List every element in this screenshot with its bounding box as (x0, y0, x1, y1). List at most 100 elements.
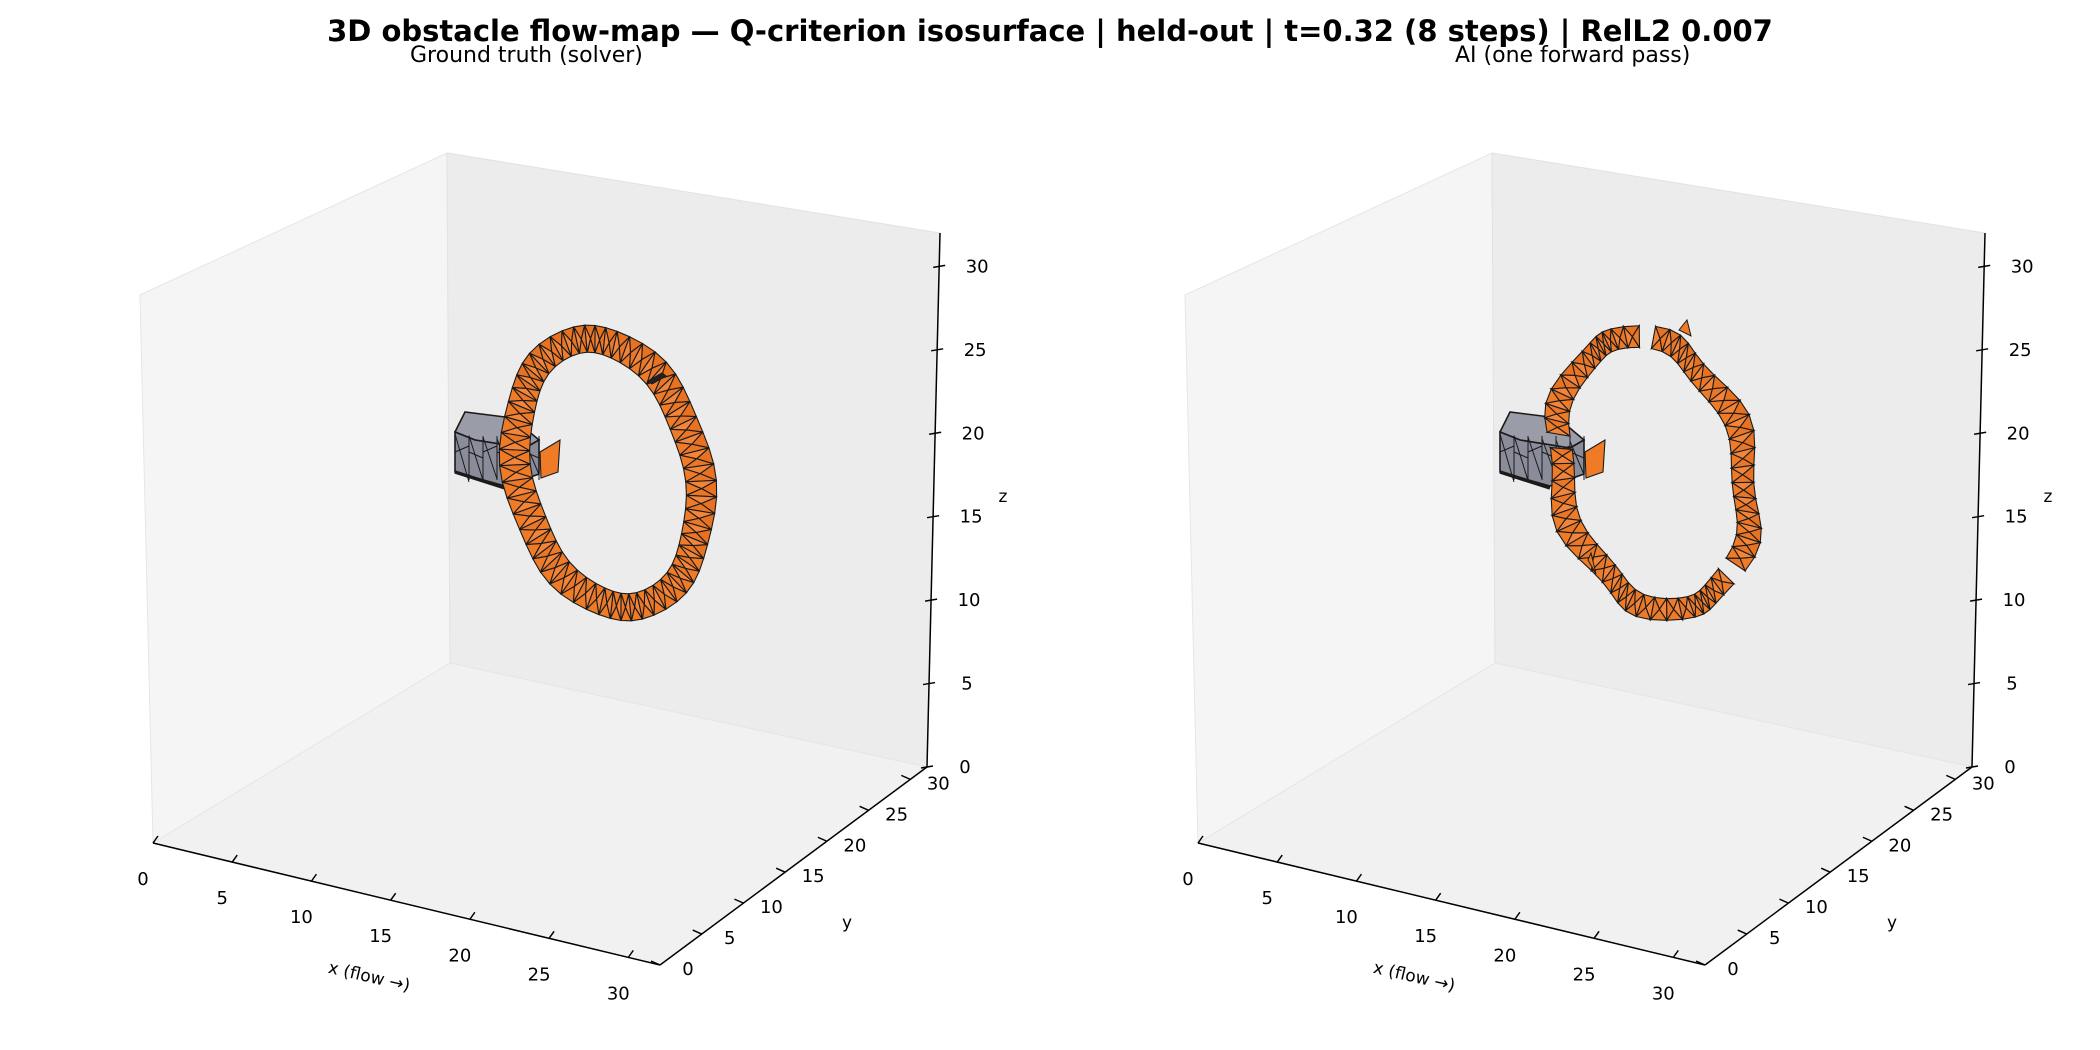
gt-x-tick-mark-6 (627, 949, 634, 958)
gt-z-tick-label-0: 0 (959, 757, 970, 778)
ai-x-tick-label-2: 10 (1335, 907, 1358, 928)
gt-z-tick-mark-6 (933, 264, 946, 269)
ai-x-tick-label-3: 15 (1414, 926, 1437, 947)
gt-z-tick-mark-3 (926, 514, 940, 519)
ai-x-tick-label-6: 30 (1652, 983, 1675, 1004)
panel-title-ai: AI (one forward pass) (1455, 43, 1691, 68)
gt-x-tick-label-6: 30 (607, 983, 630, 1004)
ai-z-tick-mark-5 (1976, 348, 1989, 352)
ai-y-tick-label-4: 20 (1888, 835, 1911, 856)
ai-x-tick-label-5: 25 (1573, 964, 1596, 985)
gt-y-axis-line (659, 766, 928, 966)
ai-z-tick-label-0: 0 (2004, 757, 2015, 778)
ai-x-tick-mark-0 (1197, 835, 1204, 844)
gt-y-axis-label: y (842, 913, 852, 933)
ai-y-tick-mark-1 (1737, 929, 1748, 935)
ai-x-axis-line (1197, 842, 1706, 966)
gt-z-tick-label-4: 20 (962, 423, 985, 444)
gt-y-tick-mark-5 (859, 805, 869, 811)
ground-truth-3d-plot: 0 5 10 15 20 25 30 x (flow →) 0 5 10 15 20 25 30 y 0 5 10 1… (137, 152, 1008, 1004)
gt-y-tick-label-1: 5 (724, 928, 735, 949)
ai-z-tick-label-2: 10 (2003, 590, 2026, 611)
gt-x-tick-mark-0 (152, 835, 159, 844)
gt-x-tick-label-0: 0 (137, 869, 148, 890)
ai-z-tick-label-3: 15 (2005, 507, 2028, 528)
gt-y-tick-mark-3 (775, 867, 786, 873)
ai-y-tick-mark-2 (1779, 898, 1789, 904)
gt-y-tick-label-4: 20 (843, 835, 866, 856)
ai-y-tick-mark-5 (1904, 805, 1914, 811)
gt-x-tick-mark-2 (310, 873, 318, 882)
ai-z-tick-mark-3 (1971, 514, 1985, 519)
gt-x-axis-line (152, 842, 661, 966)
ai-z-tick-mark-4 (1974, 431, 1987, 435)
ai-x-tick-mark-6 (1672, 949, 1679, 958)
ai-y-axis-line (1704, 766, 1973, 966)
gt-z-tick-mark-1 (922, 681, 936, 686)
gt-vortex-ring-isosurface (498, 324, 718, 622)
gt-z-axis-line (926, 232, 941, 768)
gt-x-tick-label-3: 15 (369, 926, 392, 947)
gt-z-tick-mark-4 (929, 431, 942, 435)
gt-y-tick-mark-2 (734, 898, 744, 904)
ai-x-tick-mark-5 (1593, 930, 1600, 939)
gt-x-tick-mark-4 (469, 911, 476, 920)
gt-z-tick-mark-0 (920, 765, 934, 769)
gt-x-tick-label-1: 5 (216, 888, 227, 909)
ai-z-tick-label-5: 25 (2009, 340, 2032, 361)
ai-x-tick-mark-3 (1435, 892, 1442, 901)
gt-y-tick-mark-6 (901, 774, 911, 781)
ai-x-tick-label-1: 5 (1261, 888, 1272, 909)
gt-y-tick-label-0: 0 (682, 959, 693, 980)
gt-z-tick-label-1: 5 (961, 674, 972, 695)
gt-x-tick-label-5: 25 (528, 964, 551, 985)
ai-y-tick-mark-3 (1820, 867, 1831, 873)
gt-y-tick-label-5: 25 (885, 804, 908, 825)
ai-x-tick-label-0: 0 (1182, 869, 1193, 890)
ai-x-tick-mark-4 (1514, 911, 1521, 920)
gt-x-tick-mark-5 (548, 930, 555, 939)
ai-z-tick-mark-6 (1978, 264, 1991, 269)
ai-y-axis-label: y (1887, 913, 1897, 933)
ai-x-tick-label-4: 20 (1493, 945, 1516, 966)
ai-y-tick-mark-0 (1695, 960, 1706, 966)
ai-y-tick-label-3: 15 (1847, 866, 1870, 887)
ai-prediction-3d-plot: 0 5 10 15 20 25 30 x (flow →) 0 5 10 15 20 25 30 y 0 5 10 1… (1182, 152, 2053, 1004)
gt-z-tick-label-2: 10 (958, 590, 981, 611)
ai-y-tick-mark-4 (1862, 836, 1873, 842)
ai-z-tick-mark-0 (1965, 765, 1979, 769)
ai-vortex-ring-isosurface (1542, 318, 1764, 623)
gt-x-tick-label-2: 10 (290, 907, 313, 928)
ai-y-tick-label-5: 25 (1930, 804, 1953, 825)
panel-title-ground-truth: Ground truth (solver) (410, 43, 643, 68)
gt-x-tick-mark-1 (231, 854, 238, 863)
gt-x-tick-mark-3 (390, 892, 397, 901)
gt-z-tick-label-3: 15 (960, 507, 983, 528)
ai-z-axis-line (1971, 232, 1986, 768)
gt-y-tick-mark-1 (692, 929, 703, 935)
gt-y-tick-label-3: 15 (802, 866, 825, 887)
ai-y-tick-mark-6 (1946, 774, 1956, 781)
ai-z-tick-label-1: 5 (2006, 674, 2017, 695)
gt-y-tick-label-6: 30 (927, 773, 950, 794)
ai-z-axis-label: z (2044, 487, 2053, 507)
figure-title: 3D obstacle flow-map — Q-criterion isosu… (327, 14, 1773, 48)
gt-x-axis-label: x (flow →) (326, 958, 412, 996)
ai-z-tick-mark-2 (1969, 598, 1983, 602)
gt-y-tick-label-2: 10 (760, 897, 783, 918)
gt-y-tick-mark-4 (817, 836, 828, 842)
gt-z-axis-label: z (999, 487, 1008, 507)
gt-z-tick-mark-5 (931, 348, 944, 352)
ai-z-tick-mark-1 (1967, 681, 1981, 686)
ai-x-tick-mark-1 (1276, 854, 1283, 863)
gt-y-tick-mark-0 (650, 960, 661, 966)
ai-z-tick-label-4: 20 (2007, 423, 2030, 444)
ai-x-axis-label: x (flow →) (1371, 958, 1457, 996)
ai-x-tick-mark-2 (1355, 873, 1363, 882)
ai-z-tick-label-6: 30 (2011, 256, 2034, 277)
ai-y-tick-label-0: 0 (1727, 959, 1738, 980)
gt-z-tick-label-6: 30 (966, 256, 989, 277)
gt-z-tick-mark-2 (924, 598, 938, 602)
gt-z-tick-label-5: 25 (964, 340, 987, 361)
ai-y-tick-label-1: 5 (1769, 928, 1780, 949)
